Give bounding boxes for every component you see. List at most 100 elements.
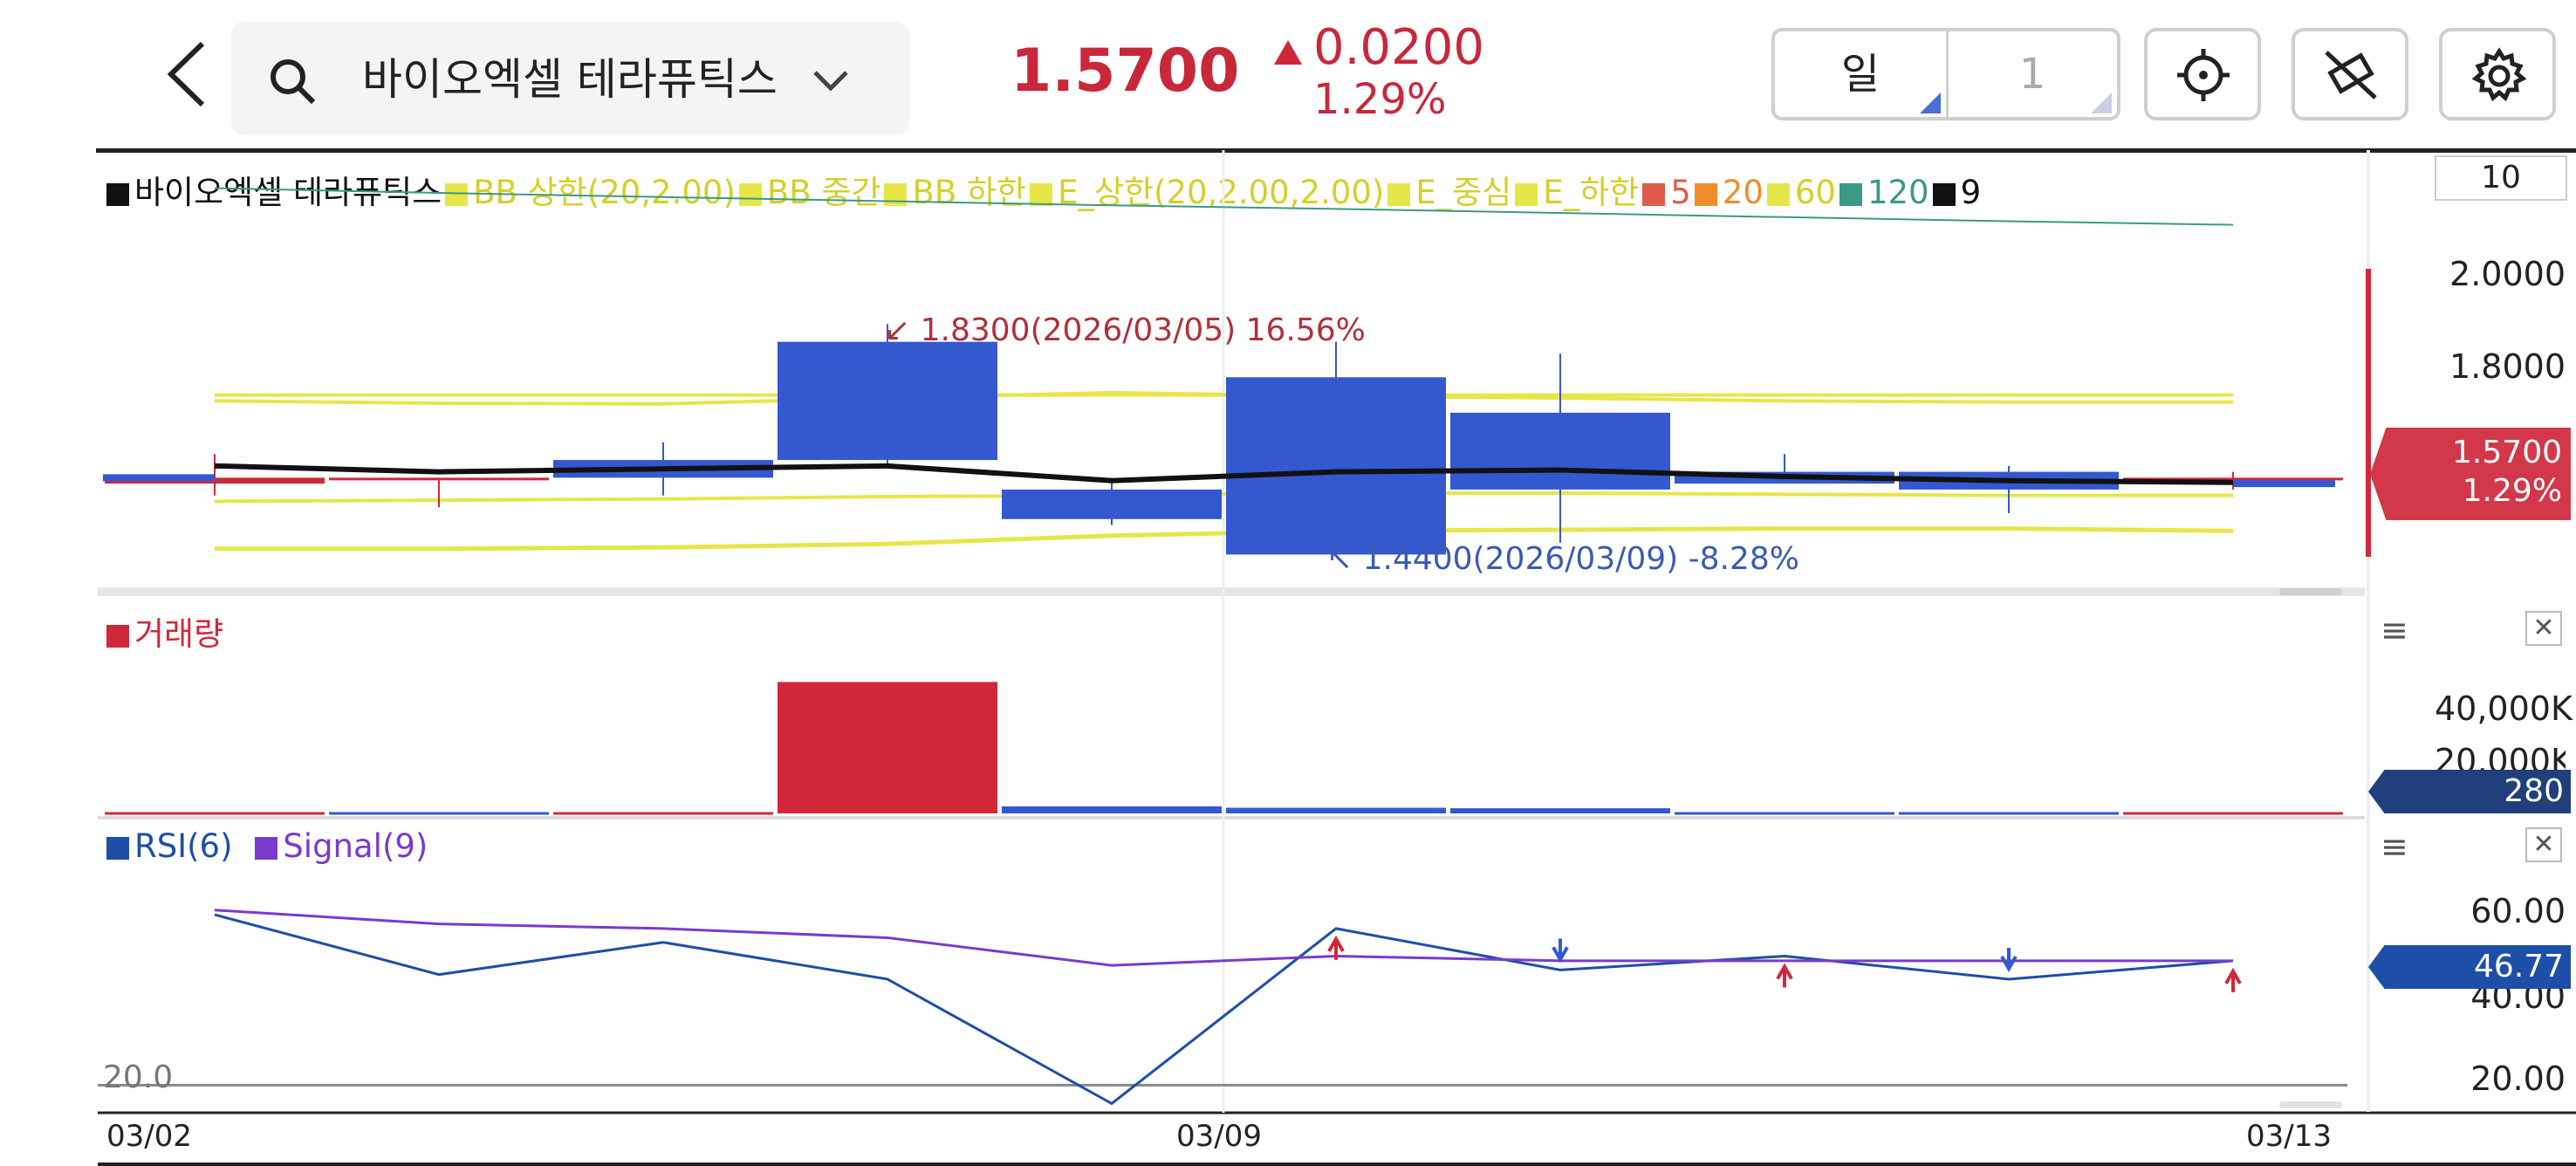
back-button[interactable] [157, 35, 218, 113]
rsi-menu-icon[interactable]: ≡ [2381, 827, 2408, 866]
current-price-tag-pct: 1.29% [2462, 473, 2562, 509]
rsi-reference-label: 20.0 [103, 1060, 174, 1095]
volume-close-icon[interactable]: ✕ [2525, 611, 2562, 646]
rsi-line [214, 913, 2234, 1106]
price-legend-swatch-2 [738, 182, 762, 206]
period-selector[interactable]: 일 1 [1771, 28, 2120, 120]
volume-bar-03/03 [329, 812, 549, 815]
price-scroll-handle [2279, 588, 2342, 595]
sell-signal-arrow-03/10 [1552, 938, 1569, 964]
x-tick-2: 03/13 [2246, 1119, 2332, 1154]
visible-count-box[interactable]: 10 [2435, 155, 2567, 201]
price-legend-label-6: E_하한 [1543, 174, 1640, 211]
price-legend-label-8: 20 [1722, 174, 1764, 211]
sell-signal-arrow-03/12 [2000, 947, 2018, 972]
drawing-erase-button[interactable] [2292, 28, 2408, 120]
period-day-button[interactable]: 일 [1775, 31, 1949, 117]
gear-icon [2471, 47, 2527, 102]
rsi-y-tick-0: 60.00 [2470, 892, 2566, 930]
low-note-text: 1.4400(2026/03/09) -8.28% [1362, 541, 1799, 577]
crosshair-button[interactable] [2144, 28, 2261, 120]
candle-body-03/06 [1002, 489, 1222, 519]
price-legend-swatch-10 [1839, 182, 1862, 206]
bb-lower-line [215, 526, 2234, 552]
price-y-tick-1: 1.8000 [2449, 347, 2566, 386]
period-value-corner-icon [2091, 93, 2112, 113]
search-icon [271, 59, 316, 105]
price-change-pct: 1.29% [1313, 75, 1447, 124]
volume-bar-03/13 [2123, 812, 2343, 815]
chevron-down-icon[interactable] [812, 67, 850, 93]
envelope-lower-line [214, 490, 2233, 504]
candle-body-03/13 [2123, 477, 2343, 481]
price-legend-label-7: 5 [1670, 174, 1691, 211]
volume-menu-icon[interactable]: ≡ [2381, 611, 2408, 649]
bb-upper-line [214, 390, 2233, 406]
volume-bar-03/05 [778, 682, 997, 813]
price-legend-swatch-6 [1515, 182, 1538, 206]
volume-legend: 거래량 [106, 607, 223, 655]
rsi-legend-swatch [106, 836, 129, 860]
x-tick-1: 03/09 [1176, 1119, 1262, 1154]
volume-bar-03/06 [1002, 806, 1222, 813]
signal-legend-swatch [255, 836, 278, 860]
candle-body-03/09 [1226, 377, 1446, 555]
volume-bar-03/10 [1450, 808, 1670, 813]
rsi-scroll-handle [2279, 1101, 2342, 1108]
volume-bar-03/09 [1226, 807, 1446, 813]
volume-bar-03/02 [105, 812, 325, 815]
rsi-legend: RSI(6) Signal(9) [106, 827, 428, 865]
price-change: 0.0200 [1313, 19, 1484, 76]
candle-body-03/03 [329, 477, 549, 481]
price-range-bar [2366, 269, 2371, 557]
high-annotation: ↙ 1.8300(2026/03/05) 16.56% [884, 312, 1366, 348]
candle-body-03/05 [778, 341, 997, 461]
right-axis-divider [2367, 150, 2370, 1112]
volume-legend-label: 거래량 [134, 615, 224, 653]
price-legend-swatch-7 [1642, 182, 1666, 206]
period-value-field[interactable]: 1 [2018, 50, 2046, 99]
low-annotation: ↖ 1.4400(2026/03/09) -8.28% [1326, 541, 1799, 577]
buy-signal-arrow-03/13 [2224, 967, 2242, 992]
drawing-erase-icon [2325, 51, 2377, 99]
x-tick-0: 03/02 [106, 1119, 192, 1154]
price-legend-label-5: E_중심 [1415, 174, 1512, 211]
volume-legend-swatch [106, 624, 129, 648]
back-arrow-icon [167, 41, 205, 107]
volume-bar-03/12 [1899, 812, 2119, 815]
price-legend-label-10: 120 [1867, 174, 1929, 211]
price-legend-swatch-4 [1030, 182, 1053, 206]
signal-line [214, 909, 2233, 967]
rsi-legend-label: RSI(6) [134, 827, 233, 865]
price-legend-label-3: BB 하한 [912, 174, 1027, 211]
price-legend-label-2: BB 중간 [766, 174, 881, 211]
low-arrow-icon: ↖ [1326, 541, 1353, 577]
period-day-corner-icon [1920, 93, 1941, 113]
price-legend-label-1: BB 상한(20,2.00) [473, 174, 736, 211]
current-price-tag: 1.5700 1.29% [2370, 428, 2571, 520]
volume-tag: 280 [2368, 770, 2571, 813]
volume-y-tick-0: 40,000K [2435, 689, 2573, 728]
buy-signal-arrow-03/09 [1327, 935, 1345, 960]
ma120-line [214, 187, 2234, 226]
volume-bar-03/04 [553, 812, 773, 815]
price-legend-swatch-11 [1932, 182, 1956, 206]
current-price-tag-value: 1.5700 [2452, 435, 2562, 470]
stock-name: 바이오엑셀 테라퓨틱스 [362, 54, 778, 105]
price-legend-swatch-8 [1694, 182, 1717, 206]
settings-button[interactable] [2439, 28, 2556, 120]
candle-body-03/10 [1450, 412, 1670, 490]
up-triangle-icon [1274, 40, 1302, 65]
rsi-close-icon[interactable]: ✕ [2525, 827, 2562, 862]
rsi-tag: 46.77 [2368, 945, 2571, 989]
volume-bar-03/11 [1675, 812, 1894, 815]
stock-search-box[interactable]: 바이오엑셀 테라퓨틱스 [231, 22, 909, 135]
volume-y-tick-1: 20,000K [2435, 742, 2566, 773]
price-y-tick-0: 2.0000 [2449, 255, 2566, 293]
price-legend-swatch-5 [1387, 182, 1411, 206]
price-legend-label-11: 9 [1960, 174, 1982, 211]
high-note-text: 1.8300(2026/03/05) 16.56% [920, 312, 1366, 348]
price-legend-label-9: 60 [1794, 174, 1836, 211]
price-legend-swatch-9 [1766, 182, 1790, 206]
